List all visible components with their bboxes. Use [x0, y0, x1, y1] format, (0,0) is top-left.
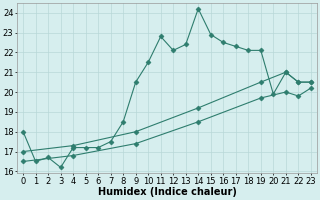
X-axis label: Humidex (Indice chaleur): Humidex (Indice chaleur) [98, 187, 236, 197]
